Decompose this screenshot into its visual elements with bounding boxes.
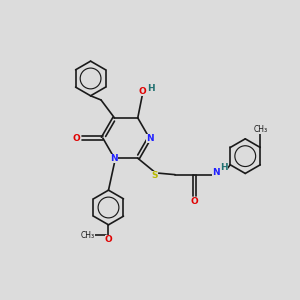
Text: CH₃: CH₃ xyxy=(253,125,267,134)
Text: N: N xyxy=(146,134,154,142)
Text: CH₃: CH₃ xyxy=(80,231,95,240)
Text: H: H xyxy=(147,84,155,93)
Text: O: O xyxy=(105,235,112,244)
Text: O: O xyxy=(190,197,198,206)
Text: N: N xyxy=(212,168,220,177)
Text: O: O xyxy=(139,87,147,96)
Text: O: O xyxy=(73,134,80,142)
Text: S: S xyxy=(152,171,158,180)
Text: N: N xyxy=(110,154,118,163)
Text: H: H xyxy=(220,163,228,172)
